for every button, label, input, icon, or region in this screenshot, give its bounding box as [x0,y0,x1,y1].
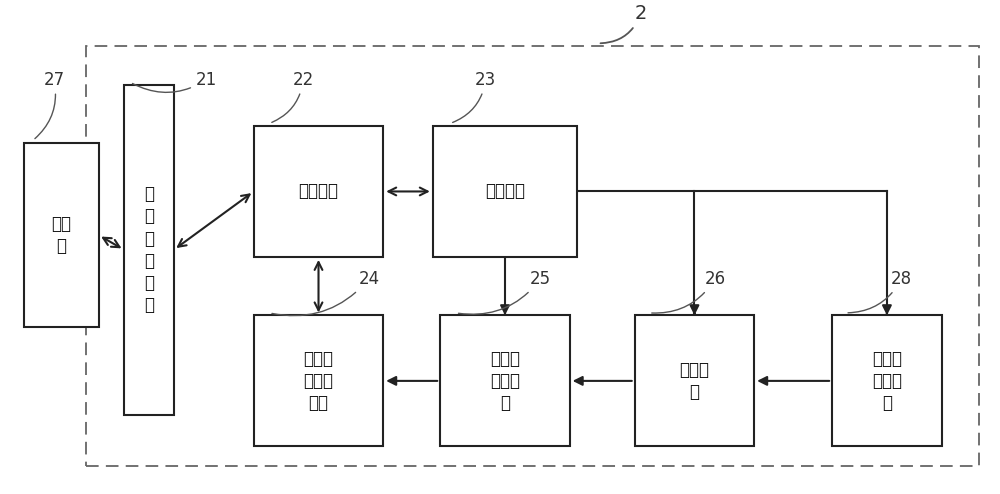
Text: 25: 25 [458,270,551,314]
Text: 多协调
控制装
置: 多协调 控制装 置 [490,350,520,412]
Bar [635,315,754,447]
Text: 22: 22 [272,71,314,123]
Text: 仿
真
模
拟
设
备: 仿 真 模 拟 设 备 [144,185,154,314]
Bar [440,315,570,447]
Bar [24,143,99,328]
Bar [86,46,979,466]
Text: 系统级
控制装
置: 系统级 控制装 置 [872,350,902,412]
Text: 测量单元: 测量单元 [485,182,525,201]
Text: 24: 24 [272,270,380,316]
Bar [832,315,942,447]
Text: 28: 28 [848,270,912,313]
Text: 23: 23 [453,71,496,123]
Text: 26: 26 [652,270,726,313]
Text: 操作
台: 操作 台 [51,215,71,255]
Text: 接口设备: 接口设备 [299,182,339,201]
Text: 27: 27 [35,71,64,139]
Text: 2: 2 [601,4,647,43]
Text: 21: 21 [132,71,217,92]
Bar [254,126,383,257]
Bar [124,84,174,415]
Text: 子站控
制保护
装置: 子站控 制保护 装置 [304,350,334,412]
Bar [254,315,383,447]
Bar [433,126,577,257]
Text: 监控设
备: 监控设 备 [679,361,709,401]
